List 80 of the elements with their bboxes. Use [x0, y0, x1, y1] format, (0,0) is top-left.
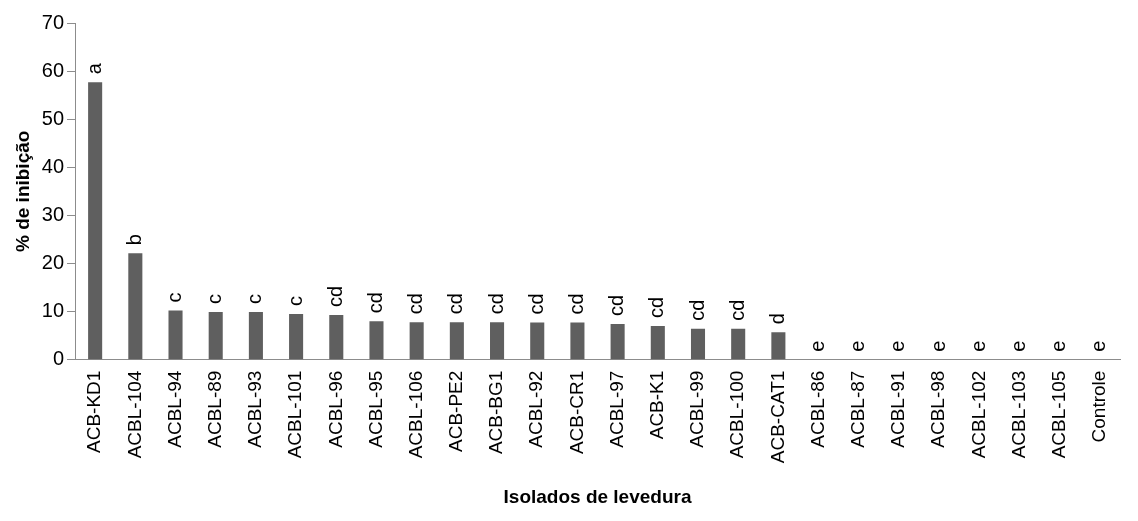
- x-tick-label: ACBL-101: [284, 370, 306, 459]
- x-tick-label: ACBL-100: [726, 370, 748, 459]
- bar: [530, 322, 545, 360]
- data-label: cd: [484, 293, 507, 315]
- x-tick-label: ACBL-106: [404, 370, 426, 459]
- data-label: cd: [725, 299, 748, 321]
- x-tick-label: ACBL-93: [244, 370, 266, 448]
- data-label: e: [966, 340, 989, 352]
- data-label: c: [163, 292, 186, 303]
- x-tick-label: Controle: [1088, 370, 1110, 443]
- x-tick-label: ACBL-95: [364, 370, 386, 448]
- data-label: cd: [685, 299, 708, 321]
- data-label: a: [82, 62, 105, 75]
- data-label: b: [122, 234, 145, 246]
- data-label: cd: [524, 293, 547, 315]
- x-tick-label: ACBL-97: [605, 370, 627, 448]
- data-label: e: [926, 340, 949, 352]
- data-label: e: [846, 340, 869, 352]
- data-label: cd: [564, 293, 587, 315]
- data-label: cd: [444, 293, 467, 315]
- data-label: e: [1047, 340, 1070, 352]
- data-label: c: [243, 294, 266, 305]
- x-tick-label: ACB-CR1: [565, 370, 587, 455]
- bar: [771, 332, 786, 360]
- x-tick-label: ACBL-96: [324, 370, 346, 448]
- data-label: c: [203, 294, 226, 305]
- bar: [208, 312, 223, 360]
- bar: [610, 324, 625, 360]
- x-tick-label: ACBL-87: [847, 370, 868, 448]
- data-label: cd: [605, 294, 628, 317]
- y-tick-label: 30: [41, 202, 65, 225]
- bar: [289, 313, 304, 360]
- bar: [88, 82, 103, 360]
- bar: [490, 322, 505, 360]
- data-label: c: [283, 295, 306, 306]
- data-label: e: [886, 340, 909, 352]
- x-tick-label: ACBL-89: [203, 370, 225, 448]
- data-label: cd: [404, 293, 427, 315]
- bar: [168, 310, 183, 360]
- x-tick-label: ACBL-86: [806, 370, 828, 448]
- data-label: cd: [645, 296, 668, 318]
- x-tick-label: ACBL-99: [686, 370, 708, 448]
- bar: [690, 328, 706, 360]
- y-tick-label: 50: [41, 106, 65, 129]
- bar: [650, 325, 665, 360]
- x-tick-label: ACBL-104: [123, 370, 145, 459]
- x-tick-label: ACB-BG1: [485, 370, 507, 455]
- y-tick-label: 40: [41, 154, 65, 177]
- x-axis-title: Isolados de levedura: [503, 485, 692, 507]
- x-tick-label: ACBL-92: [525, 370, 547, 448]
- bar: [128, 253, 143, 360]
- bar: [570, 322, 585, 360]
- x-tick-label: ACB-K1: [646, 370, 668, 440]
- x-tick-label: ACBL-94: [163, 370, 185, 448]
- bar: [731, 328, 746, 360]
- data-label: cd: [323, 285, 346, 307]
- x-tick-label: ACBL-91: [887, 370, 909, 448]
- data-label: e: [806, 340, 829, 352]
- data-label: e: [1087, 340, 1110, 352]
- x-tick-label: ACB-KD1: [83, 370, 105, 454]
- y-tick-label: 10: [41, 299, 65, 322]
- y-tick-label: 60: [41, 58, 65, 81]
- y-axis-title: % de inibição: [11, 130, 33, 253]
- y-tick-label: 20: [41, 250, 65, 273]
- x-tick-label: ACBL-105: [1047, 370, 1069, 459]
- data-label: e: [1007, 340, 1030, 352]
- x-tick-label: ACB-PE2: [445, 370, 467, 452]
- data-label: d: [765, 313, 788, 325]
- bar: [449, 322, 464, 360]
- bar: [248, 312, 263, 360]
- bar: [369, 321, 384, 360]
- bar: [409, 322, 424, 360]
- data-label: cd: [363, 292, 386, 314]
- x-tick-label: ACBL-98: [927, 370, 949, 448]
- bar: [329, 314, 344, 360]
- y-tick-label: 0: [52, 347, 65, 370]
- y-tick-label: 70: [41, 10, 65, 33]
- x-tick-label: ACBL-103: [1007, 370, 1029, 459]
- x-tick-label: ACB-CAT1: [766, 370, 788, 464]
- x-tick-label: ACBL-102: [967, 370, 989, 459]
